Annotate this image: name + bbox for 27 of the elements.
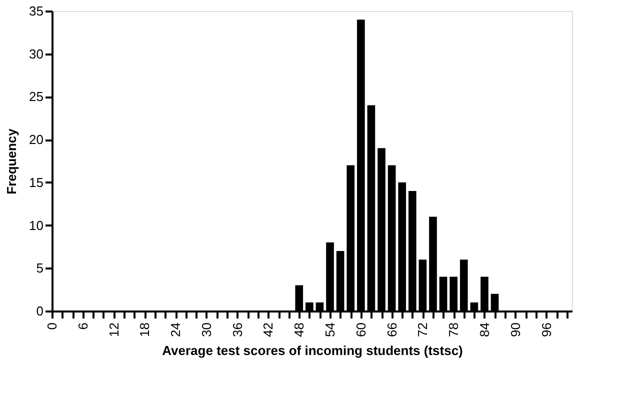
y-axis-title: Frequency xyxy=(4,128,20,194)
x-tick-label: 0 xyxy=(44,322,60,330)
x-tick-label: 6 xyxy=(75,322,90,330)
y-tick-label: 25 xyxy=(29,89,44,104)
x-tick-label: 24 xyxy=(168,322,184,337)
x-tick-label: 90 xyxy=(508,322,523,337)
x-tick-label: 42 xyxy=(260,322,276,337)
x-tick-label: 48 xyxy=(292,322,307,337)
x-axis-title: Average test scores of incoming students (tstsc) xyxy=(162,342,463,358)
y-tick-label: 5 xyxy=(36,260,44,276)
x-tick-label: 78 xyxy=(446,322,462,337)
y-tick-label: 20 xyxy=(29,132,44,148)
x-tick-label: 12 xyxy=(106,322,122,337)
x-tick-label: 66 xyxy=(384,322,400,337)
y-tick-label: 15 xyxy=(29,174,44,190)
y-tick-label: 0 xyxy=(36,304,44,318)
y-tick-label: 10 xyxy=(29,218,44,233)
y-tick-label: 35 xyxy=(29,4,44,18)
x-tick-label: 96 xyxy=(538,322,554,337)
x-tick-label: 36 xyxy=(230,322,245,337)
x-tick-label: 84 xyxy=(476,322,492,337)
x-tick-label: 18 xyxy=(137,322,152,337)
x-tick-label: 30 xyxy=(198,322,214,337)
x-tick-label: 54 xyxy=(322,322,338,337)
x-tick-label: 60 xyxy=(353,322,368,337)
y-tick-label: 30 xyxy=(29,46,44,62)
x-tick-label: 72 xyxy=(415,322,430,337)
